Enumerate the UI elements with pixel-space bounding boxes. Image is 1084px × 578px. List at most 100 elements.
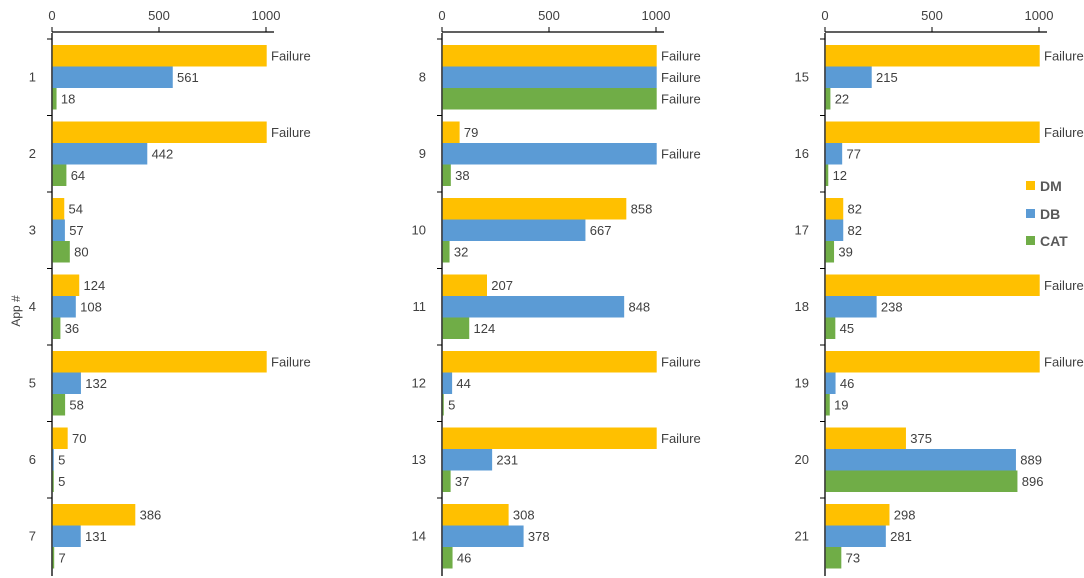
data-label: 58 <box>69 397 83 412</box>
bar-db <box>442 66 657 88</box>
bar-db <box>442 296 625 318</box>
data-label: 132 <box>85 376 107 391</box>
bar-db <box>442 143 657 165</box>
data-label: 19 <box>834 397 848 412</box>
bar-cat <box>52 317 61 339</box>
data-label: 124 <box>84 278 106 293</box>
bar-dm <box>442 427 657 449</box>
data-label: 46 <box>457 550 471 565</box>
bar-dm <box>442 198 627 220</box>
data-label: 561 <box>177 70 199 85</box>
data-label: 82 <box>848 223 862 238</box>
data-label: 442 <box>152 146 174 161</box>
bar-dm <box>52 274 80 296</box>
bar-cat <box>825 394 830 416</box>
bar-dm <box>825 274 1040 296</box>
legend-swatch-cat <box>1026 236 1035 245</box>
bar-db <box>442 449 493 471</box>
data-label: 5 <box>58 474 65 489</box>
data-label: 231 <box>496 452 518 467</box>
bar-db <box>52 219 65 241</box>
bar-cat <box>52 547 55 569</box>
category-label: 9 <box>419 146 426 161</box>
legend-label-cat: CAT <box>1040 233 1068 249</box>
data-label: 5 <box>58 452 65 467</box>
x-tick-label: 1000 <box>642 8 671 23</box>
data-label: 37 <box>455 474 469 489</box>
category-label: 2 <box>29 146 36 161</box>
category-label: 19 <box>795 375 809 390</box>
bar-cat <box>52 470 54 492</box>
x-tick-label: 0 <box>821 8 828 23</box>
data-label: 36 <box>65 321 79 336</box>
bar-db <box>825 219 844 241</box>
data-label: 207 <box>491 278 513 293</box>
category-label: 1 <box>29 69 36 84</box>
category-label: 13 <box>412 452 426 467</box>
data-label: Failure <box>661 146 701 161</box>
bar-dm <box>825 198 844 220</box>
bar-db <box>825 296 877 318</box>
bar-db <box>442 525 524 547</box>
data-label: 108 <box>80 299 102 314</box>
bar-dm <box>52 351 267 373</box>
data-label: 82 <box>848 201 862 216</box>
data-label: 375 <box>910 431 932 446</box>
bar-cat <box>825 547 842 569</box>
data-label: 238 <box>881 299 903 314</box>
x-tick-label: 500 <box>148 8 170 23</box>
data-label: 378 <box>528 529 550 544</box>
data-label: 64 <box>71 168 85 183</box>
bar-cat <box>442 88 657 110</box>
data-label: 5 <box>448 397 455 412</box>
bar-cat <box>825 241 835 263</box>
data-label: 12 <box>833 168 847 183</box>
bar-db <box>442 372 453 394</box>
legend-label-dm: DM <box>1040 178 1062 194</box>
bar-cat <box>52 241 70 263</box>
bar-dm <box>52 45 267 67</box>
category-label: 11 <box>413 299 427 314</box>
x-tick-label: 1000 <box>1025 8 1054 23</box>
bar-cat <box>442 317 470 339</box>
data-label: 77 <box>846 146 860 161</box>
bar-dm <box>52 121 267 143</box>
data-label: 45 <box>840 321 854 336</box>
bar-cat <box>52 88 57 110</box>
bar-cat <box>52 164 67 186</box>
data-label: 889 <box>1020 452 1042 467</box>
bar-db <box>52 449 54 471</box>
data-label: 22 <box>835 91 849 106</box>
x-tick-label: 500 <box>538 8 560 23</box>
bar-cat <box>825 470 1018 492</box>
category-label: 4 <box>29 299 36 314</box>
bar-dm <box>825 121 1040 143</box>
data-label: Failure <box>1044 48 1084 63</box>
data-label: 281 <box>890 529 912 544</box>
bar-cat <box>52 394 66 416</box>
bar-dm <box>52 427 68 449</box>
bar-dm <box>442 504 509 526</box>
bar-db <box>52 143 148 165</box>
data-label: Failure <box>661 91 701 106</box>
category-label: 5 <box>29 375 36 390</box>
x-tick-label: 1000 <box>252 8 281 23</box>
category-label: 21 <box>795 528 809 543</box>
bar-dm <box>825 427 906 449</box>
data-label: 7 <box>58 550 65 565</box>
data-label: Failure <box>1044 354 1084 369</box>
data-label: 80 <box>74 244 88 259</box>
data-label: 57 <box>69 223 83 238</box>
bar-cat <box>442 547 453 569</box>
legend-swatch-db <box>1026 209 1035 218</box>
x-tick-label: 0 <box>438 8 445 23</box>
bar-db <box>52 525 81 547</box>
bar-db <box>52 296 76 318</box>
bar-db <box>52 372 81 394</box>
data-label: 46 <box>840 376 854 391</box>
bar-dm <box>442 121 460 143</box>
bar-db <box>825 525 886 547</box>
bar-db <box>825 372 836 394</box>
data-label: 124 <box>474 321 496 336</box>
data-label: 298 <box>894 507 916 522</box>
